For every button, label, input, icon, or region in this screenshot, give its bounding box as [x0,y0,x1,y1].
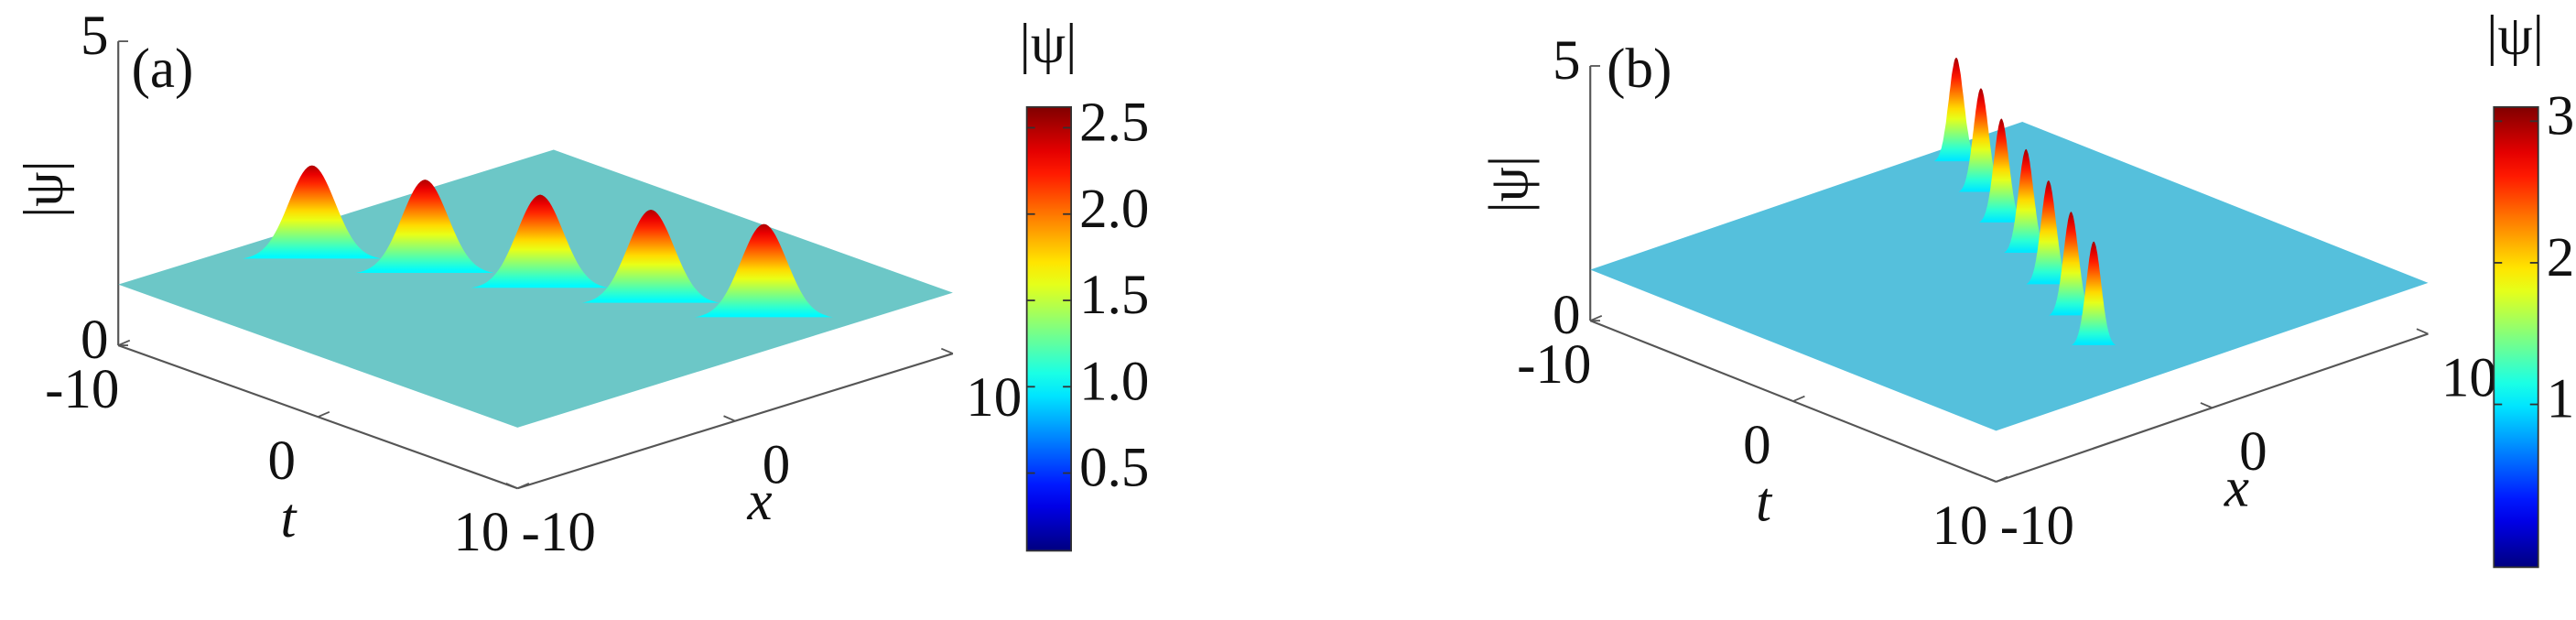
t-axis-label: t [280,488,298,549]
colorbar [2493,105,2539,569]
x-axis [516,353,954,490]
panel-label: (a) [132,38,194,100]
colorbar [1025,105,1073,552]
colorbar-tick-label: 2.0 [1079,179,1149,240]
colorbar-tick-label: 0.5 [1079,438,1149,499]
peak [2026,180,2071,285]
x-axis-label: x [746,471,772,532]
panel-label: (b) [1607,38,1672,100]
colorbar-tick-label: 1.0 [1079,351,1149,412]
t-tick-label: 10 [453,502,509,563]
colorbar-tick-label: 2 [2547,227,2574,288]
peak [355,179,494,273]
x-tick-label: 10 [2441,347,2497,408]
x-tick-label: 10 [966,367,1022,429]
t-tick-label: 0 [1743,415,1770,476]
t-tick-label: 10 [1932,495,1988,557]
peak [471,194,610,288]
colorbar-tick-label: 3 [2547,85,2574,147]
t-tick-label: -10 [1517,334,1591,396]
x-tick-label: -10 [522,502,596,563]
x-tick [505,483,518,490]
x-tick [1984,475,1997,483]
peak [1979,118,2024,223]
z-tick-label: 5 [81,5,108,67]
t-tick [1996,475,2008,483]
z-axis-label: |ψ| [14,160,75,218]
x-tick [2200,402,2213,409]
surface-plane [118,149,953,428]
x-tick-label: -10 [2000,495,2074,557]
t-tick [317,410,330,418]
t-tick [117,339,131,346]
x-tick [940,347,954,354]
surface-plane [1590,122,2429,431]
peak [1958,88,2004,192]
t-tick [1792,395,1805,402]
x-tick [2416,328,2429,335]
colorbar-tick-label: 2.5 [1079,92,1149,153]
t-tick-label: 0 [268,430,297,492]
x-tick-label: 0 [2239,421,2268,483]
colorbar-label: |ψ| [1020,14,1077,75]
x-axis-label: x [2224,458,2249,519]
z-tick-label: 0 [81,310,108,371]
colorbar-label: |ψ| [2486,5,2544,67]
x-tick [723,415,736,422]
z-axis-label: |ψ| [1479,156,1541,213]
colorbar-tick-label: 1 [2547,369,2574,430]
peak [695,223,833,318]
t-tick [1589,314,1603,321]
t-tick [516,483,530,490]
peak [2071,241,2116,345]
z-tick-label: 0 [1553,285,1580,346]
t-tick-label: -10 [45,359,119,420]
peak [243,165,382,259]
x-tick-label: 0 [763,434,791,495]
peak [2003,148,2049,254]
peak [1933,57,1979,162]
colorbar-tick-label: 1.5 [1079,265,1149,326]
t-axis-label: t [1756,473,1773,534]
z-tick-label: 5 [1553,30,1580,92]
peak [2049,212,2094,316]
peak [581,210,720,303]
